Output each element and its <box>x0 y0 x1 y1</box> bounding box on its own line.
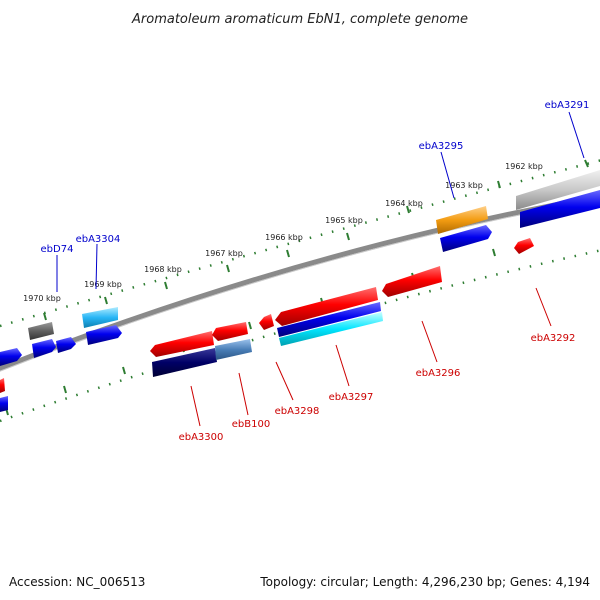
gene-label-ebA3295[interactable]: ebA3295 <box>419 141 464 152</box>
map-title: Aromatoleum aromaticum EbN1, complete ge… <box>131 12 468 27</box>
gene-label-ebA3300[interactable]: ebA3300 <box>179 432 224 443</box>
tick-label-1970: 1970 kbp <box>23 294 61 303</box>
gene-ebD74[interactable] <box>0 322 76 366</box>
gene-ebA3291[interactable] <box>516 170 600 228</box>
gene-ebA3300[interactable] <box>150 322 248 377</box>
major-tick-1969: 1969 kbp <box>63 280 122 394</box>
gene-ebA3295[interactable] <box>436 206 492 252</box>
genome-backbone <box>0 193 600 372</box>
gene-label-ebA3291[interactable]: ebA3291 <box>545 100 590 111</box>
tick-label-1969: 1969 kbp <box>84 280 122 289</box>
tick-label-1967: 1967 kbp <box>205 249 243 258</box>
gene-label-ebA3292[interactable]: ebA3292 <box>531 333 576 344</box>
gene-ebB100[interactable] <box>215 339 252 360</box>
gene-label-ebA3296[interactable]: ebA3296 <box>416 368 461 379</box>
major-tick-1966: 1966 kbp <box>248 233 303 330</box>
tick-label-1962: 1962 kbp <box>505 162 543 171</box>
gene-label-ebB100[interactable]: ebB100 <box>232 419 270 430</box>
gene-ebA3304[interactable] <box>82 307 122 345</box>
genome-summary-text: Topology: circular; Length: 4,296,230 bp… <box>259 575 590 589</box>
leader-lines <box>56 111 585 427</box>
major-tick-1963: 1963 kbp <box>445 180 501 257</box>
gene-edge-partial[interactable] <box>0 378 8 412</box>
tick-label-1963: 1963 kbp <box>445 181 483 190</box>
tick-label-1964: 1964 kbp <box>385 199 423 208</box>
gene-label-ebA3304[interactable]: ebA3304 <box>76 234 121 245</box>
gene-label-ebD74[interactable]: ebD74 <box>41 244 74 255</box>
gene-label-ebA3298[interactable]: ebA3298 <box>275 406 320 417</box>
tick-label-1965: 1965 kbp <box>325 216 363 225</box>
major-tick-1962: 1962 kbp <box>505 159 589 171</box>
gene-ebA3297[interactable] <box>275 287 383 346</box>
gene-label-ebA3297[interactable]: ebA3297 <box>329 392 374 403</box>
tick-label-1968: 1968 kbp <box>144 265 182 274</box>
major-tick-1968: 1968 kbp <box>122 265 182 375</box>
accession-text: Accession: NC_006513 <box>9 575 145 589</box>
tick-label-1966: 1966 kbp <box>265 233 303 242</box>
gene-ebA3298[interactable] <box>259 314 274 330</box>
gene-ebA3296[interactable] <box>382 266 442 297</box>
gene-ebA3292[interactable] <box>514 238 534 254</box>
